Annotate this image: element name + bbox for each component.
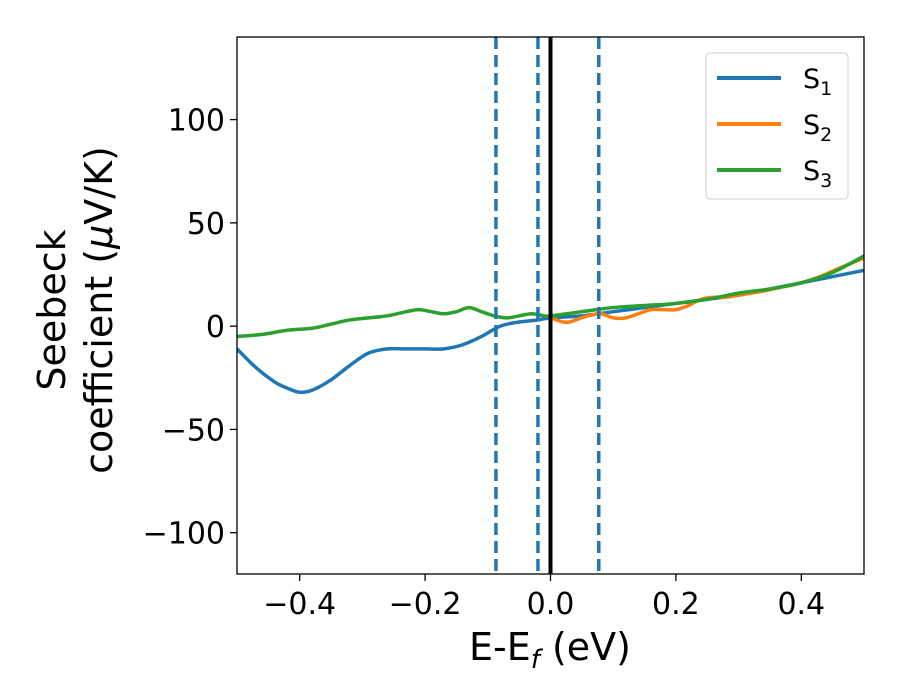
y-tick-label-50: 50 bbox=[187, 207, 225, 242]
y-axis-ticks: −100 −50 0 50 100 bbox=[143, 104, 237, 552]
series-layer bbox=[237, 254, 864, 395]
y-axis-label-mu: μ bbox=[77, 225, 121, 250]
legend-label-s3: S3 bbox=[803, 156, 832, 192]
y-tick-label-100: −100 bbox=[143, 517, 225, 552]
x-tick-label-0-2: 0.2 bbox=[652, 587, 700, 622]
y-axis-label: Seebeck coefficient (μV/K) bbox=[30, 146, 121, 474]
y-axis-label-line2: coefficient (μV/K) bbox=[77, 146, 121, 474]
x-axis-label-unit: (eV) bbox=[540, 625, 631, 669]
y-tick-label-0: 0 bbox=[206, 310, 225, 345]
y-axis-label-line1: Seebeck bbox=[30, 229, 74, 390]
x-axis-label: E-Ef (eV) bbox=[469, 625, 631, 675]
legend: S1 S2 S3 bbox=[705, 52, 849, 200]
y-tick-label-50: −50 bbox=[162, 413, 225, 448]
y-axis-label-unit: V/K) bbox=[77, 146, 121, 225]
x-axis-label-main: E-E bbox=[469, 625, 531, 669]
reference-lines bbox=[494, 37, 601, 574]
y-tick-label-100: 100 bbox=[168, 104, 225, 139]
legend-label-s2: S2 bbox=[803, 110, 832, 146]
x-axis-ticks: −0.4 −0.2 0.0 0.2 0.4 bbox=[263, 574, 825, 622]
x-tick-label-0-4: −0.4 bbox=[263, 587, 336, 622]
legend-label-s1: S1 bbox=[803, 64, 832, 100]
x-tick-label-0-4: 0.4 bbox=[777, 587, 825, 622]
y-axis-label-prefix: coefficient ( bbox=[77, 249, 121, 474]
series-line-s3 bbox=[237, 254, 864, 339]
legend-items: S1 S2 S3 bbox=[717, 64, 832, 192]
x-tick-label-0-2: −0.2 bbox=[389, 587, 462, 622]
x-tick-label-0: 0.0 bbox=[527, 587, 575, 622]
